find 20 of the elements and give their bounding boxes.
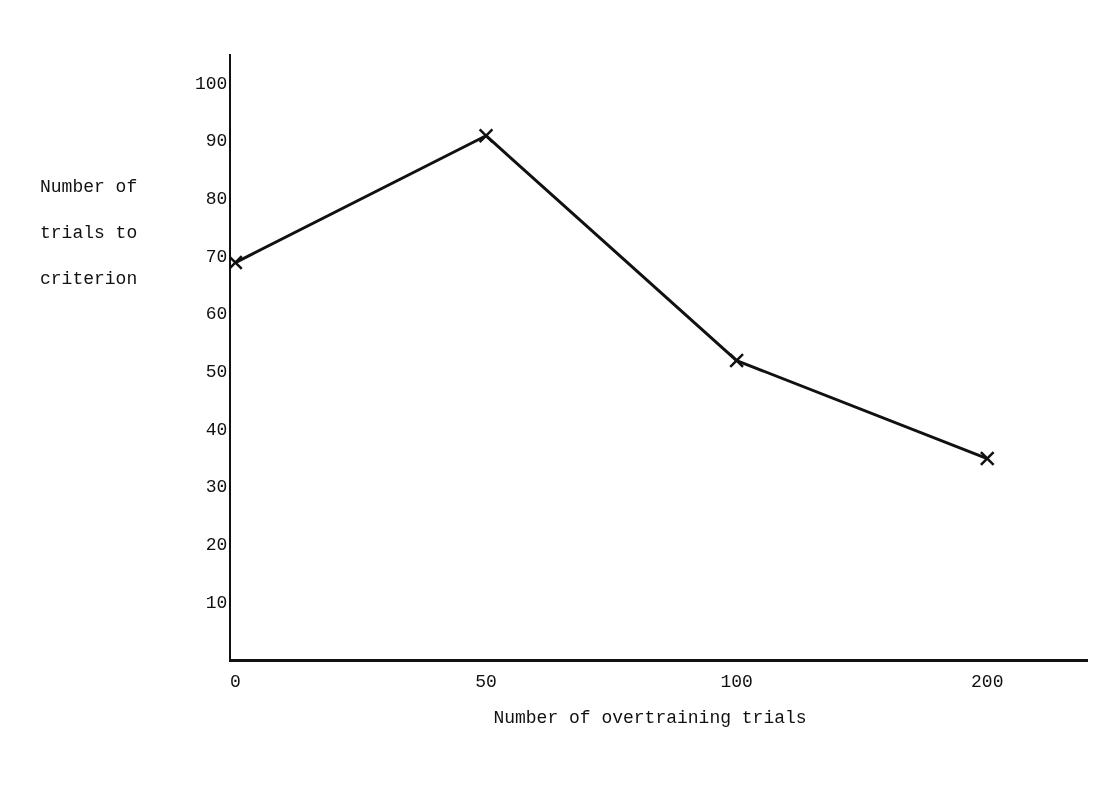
y-tick-label: 30 (205, 477, 228, 498)
y-tick-label: 100 (195, 73, 228, 94)
point (230, 254, 244, 271)
text: Number of trials to criterion (40, 176, 138, 289)
x-tick-label: 200 (971, 671, 1004, 692)
y-tick-label: 60 (205, 304, 228, 325)
y-tick-label: 70 (205, 246, 228, 267)
y-tick-label: 50 (205, 361, 228, 382)
x-tick-label: 100 (720, 671, 753, 692)
y-tick-label: 90 (205, 131, 228, 152)
point (729, 352, 745, 369)
point (478, 128, 494, 144)
y-tick-label: 10 (205, 592, 228, 613)
x-tick-label: 0 (230, 671, 241, 692)
y-tick-label: 20 (205, 534, 228, 555)
point (979, 450, 995, 467)
x-tick-label: 50 (475, 671, 497, 692)
x-axis-title: Number of overtraining trials (493, 707, 807, 728)
y-tick-label: 80 (205, 188, 228, 209)
y-tick-label: 40 (205, 419, 228, 440)
